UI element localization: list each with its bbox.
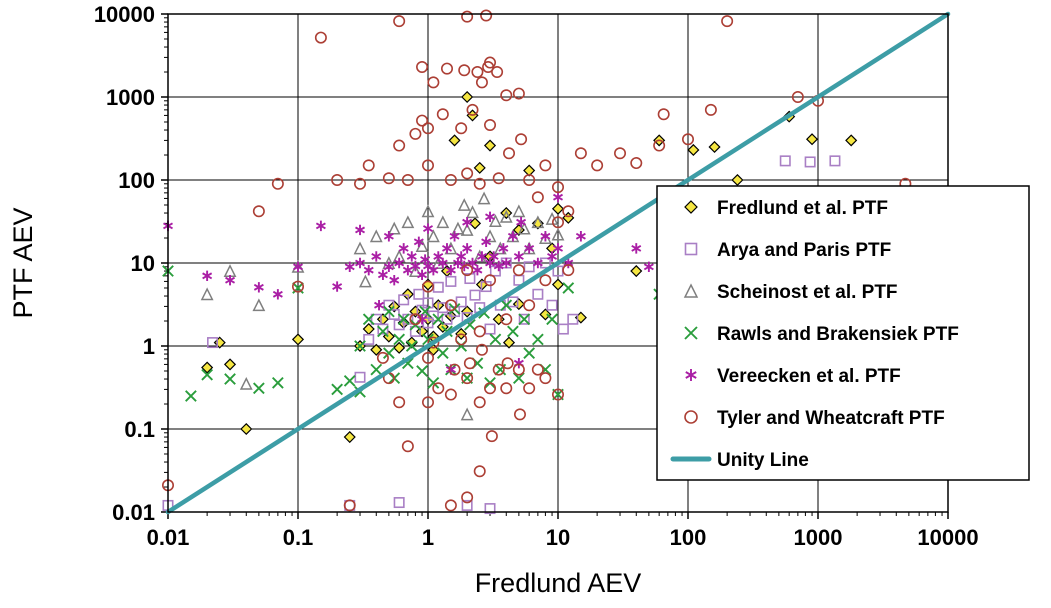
- series-circle: [162, 9, 912, 512]
- legend-entry: Arya and Paris PTF: [684, 240, 891, 261]
- x-tick-label: 100: [670, 525, 707, 550]
- y-tick-label: 10: [131, 251, 155, 276]
- y-tick-label: 10000: [94, 2, 155, 27]
- x-tick-label: 0.01: [147, 525, 190, 550]
- y-axis-title: PTF AEV: [8, 207, 38, 318]
- x-tick-label: 10000: [917, 525, 978, 550]
- legend-entry-label: Scheinost et al. PTF: [717, 282, 898, 303]
- legend-entry-label: Arya and Paris PTF: [717, 240, 891, 261]
- legend-entry-label: Rawls and Brakensiek PTF: [717, 324, 959, 345]
- x-tick-label: 0.1: [283, 525, 314, 550]
- y-tick-label: 100: [118, 168, 155, 193]
- legend-entry-label: Tyler and Wheatcraft PTF: [717, 408, 945, 429]
- legend-entry-label: Fredlund et al. PTF: [717, 198, 888, 219]
- y-tick-label: 0.1: [124, 417, 155, 442]
- y-tick-label: 0.01: [112, 500, 155, 525]
- y-tick-label: 1: [143, 334, 155, 359]
- legend-entry: Tyler and Wheatcraft PTF: [684, 408, 945, 429]
- legend-entry-label: Unity Line: [717, 450, 809, 471]
- legend: Fredlund et al. PTF Arya and Paris PTF Sch…: [656, 185, 1030, 481]
- legend-entry: Fredlund et al. PTF: [684, 198, 888, 219]
- series-triangle: [200, 191, 565, 421]
- legend-entry: Scheinost et al. PTF: [683, 282, 898, 303]
- legend-box: [656, 185, 1030, 481]
- legend-entry-label: Vereecken et al. PTF: [717, 366, 901, 387]
- x-tick-label: 10: [546, 525, 570, 550]
- x-tick-labels: 0.01 0.1 1 10 100 1000 10000: [147, 525, 979, 550]
- y-tick-label: 1000: [106, 85, 155, 110]
- legend-entry: Unity Line: [670, 450, 809, 471]
- legend-entry: Rawls and Brakensiek PTF: [684, 324, 959, 345]
- x-tick-label: 1000: [794, 525, 843, 550]
- unity-line: [165, 11, 951, 515]
- x-tick-label: 1: [422, 525, 434, 550]
- legend-entry: Vereecken et al. PTF: [685, 366, 901, 387]
- y-tick-labels: 0.01 0.1 1 10 100 1000 10000: [94, 2, 155, 525]
- x-axis-title: Fredlund AEV: [475, 568, 642, 598]
- series-asterisk: [163, 192, 654, 375]
